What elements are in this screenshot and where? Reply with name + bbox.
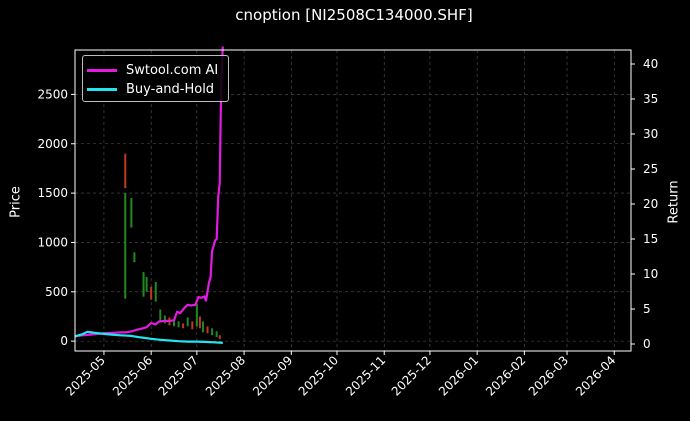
price-candle — [173, 319, 176, 327]
price-candle — [133, 252, 136, 263]
price-candle — [198, 316, 201, 329]
x-tick-label: 2026-04 — [573, 353, 618, 398]
y-tick-label-right: 0 — [643, 337, 651, 351]
y-tick-label-left: 2500 — [37, 87, 68, 101]
price-candle — [150, 286, 153, 300]
y-tick-label-right: 5 — [643, 302, 651, 316]
legend-item-buy-hold: Buy-and-Hold — [87, 80, 214, 98]
price-candle — [145, 276, 148, 292]
x-tick-label: 2026-03 — [526, 353, 571, 398]
series-line-buy-hold — [74, 330, 223, 344]
price-candle — [201, 321, 204, 333]
y-tick-label-right: 20 — [643, 197, 658, 211]
price-candles — [124, 153, 221, 340]
x-tick-label: 2026-02 — [483, 353, 528, 398]
price-candle — [206, 326, 209, 334]
price-candle — [191, 321, 194, 330]
x-tick-label: 2025-05 — [63, 353, 108, 398]
price-candle — [130, 198, 133, 228]
x-tick-label: 2025-06 — [110, 353, 155, 398]
y-tick-label-right: 25 — [643, 162, 658, 176]
x-tick-label: 2025-09 — [250, 353, 295, 398]
price-candle — [154, 281, 157, 302]
x-tick-label: 2025-11 — [343, 353, 388, 398]
legend-item-ai: Swtool.com AI — [87, 61, 218, 79]
x-tick-label: 2025-08 — [203, 353, 248, 398]
y-tick-label-left: 500 — [45, 285, 68, 299]
price-candle — [142, 272, 145, 297]
y-tick-label-right: 30 — [643, 127, 658, 141]
x-tick-label: 2025-12 — [389, 353, 434, 398]
legend-label-buy-hold: Buy-and-Hold — [126, 81, 215, 97]
price-candle — [195, 303, 198, 327]
price-candle — [163, 315, 166, 324]
grid-lines — [75, 50, 631, 351]
x-tick-label: 2026-01 — [436, 353, 481, 398]
y-tick-label-left: 0 — [60, 334, 68, 348]
price-candle — [159, 309, 162, 322]
y-tick-label-left: 2000 — [37, 137, 68, 151]
y-axis-label-right: Return — [666, 180, 682, 224]
return-series — [74, 46, 224, 344]
y-axis-label-left: Price — [8, 186, 24, 218]
price-candle — [177, 321, 180, 328]
y-tick-label-left: 1000 — [37, 235, 68, 249]
legend-label-ai: Swtool.com AI — [126, 62, 219, 78]
price-candle — [211, 328, 214, 336]
series-line-ai — [74, 46, 224, 338]
y-tick-label-right: 10 — [643, 267, 658, 281]
price-candle — [124, 153, 127, 189]
price-candle — [218, 335, 221, 340]
x-tick-label: 2025-10 — [296, 353, 341, 398]
y-tick-label-left: 1500 — [37, 186, 68, 200]
x-tick-label: 2025-07 — [156, 353, 201, 398]
price-candle — [186, 317, 189, 327]
legend-swatch-ai — [87, 68, 117, 72]
y-tick-label-right: 40 — [643, 57, 658, 71]
y-tick-label-right: 15 — [643, 232, 658, 246]
legend: Swtool.com AI Buy-and-Hold — [82, 55, 229, 102]
legend-swatch-buy-hold — [87, 87, 117, 91]
price-candle — [215, 331, 218, 338]
y-tick-label-right: 35 — [643, 92, 658, 106]
plot-frame — [74, 49, 632, 352]
chart-title: cnoption [NI2508C134000.SHF] — [235, 6, 473, 24]
price-candle — [182, 323, 185, 329]
axes: 2025-05 2025-06 2025-07 2025-08 2025-09 2025-… — [37, 57, 658, 399]
price-candle — [124, 193, 127, 299]
